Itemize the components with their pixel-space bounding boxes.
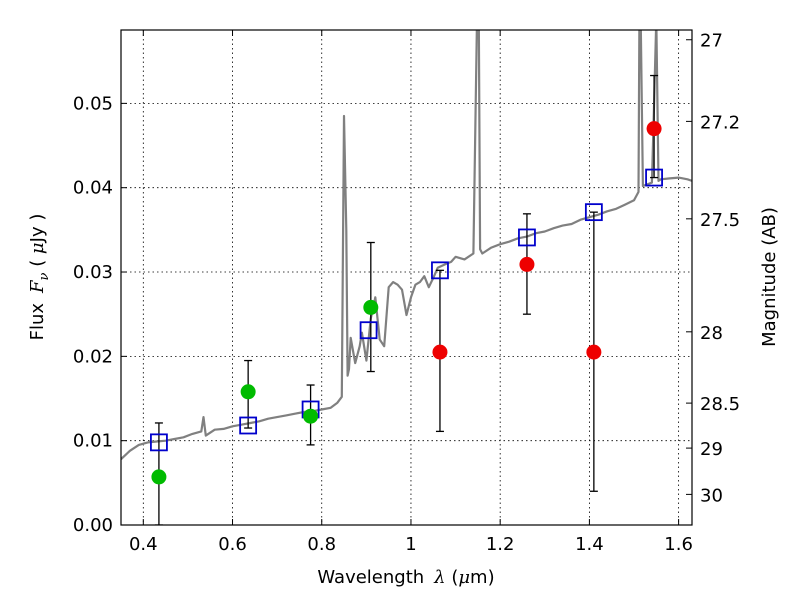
right-axis-title: Magnitude (AB)	[759, 207, 780, 347]
plot-frame	[120, 29, 693, 526]
y-axis-title: FluxFν ( μJy )	[27, 214, 52, 341]
right-tick-label: 30	[700, 485, 723, 506]
right-tick-label: 28	[700, 323, 723, 344]
x-tick-label: 0.6	[218, 534, 247, 555]
y-tick-label: 0.00	[73, 515, 113, 536]
model-photometry-box	[239, 416, 258, 435]
y-axis-ticks: 0.00 0.01 0.02 0.03 0.04 0.05	[73, 93, 127, 536]
red-point	[586, 344, 602, 360]
model-photometry-box	[359, 321, 378, 340]
x-tick-label: 1	[405, 534, 416, 555]
right-axis-ticks: 27 27.2 27.5 28 28.5 29 30	[686, 31, 740, 506]
model-photometry-box	[645, 168, 663, 187]
grid	[121, 30, 692, 526]
x-tick-label: 0.4	[129, 534, 158, 555]
y-tick-label: 0.02	[73, 346, 113, 367]
detection-point	[151, 469, 167, 485]
red-point	[432, 344, 448, 360]
model-photometry-box	[584, 203, 603, 222]
y-tick-label: 0.03	[73, 262, 113, 283]
model-photometry-box	[518, 228, 536, 247]
model-photometry-box	[431, 261, 449, 280]
y-tick-label: 0.04	[73, 178, 113, 199]
x-tick-label: 1.6	[664, 534, 693, 555]
x-tick-label: 1.4	[575, 534, 604, 555]
right-tick-label: 27.5	[700, 210, 740, 231]
right-tick-label: 29	[700, 439, 723, 460]
right-tick-label: 28.5	[700, 394, 740, 415]
red-point	[646, 121, 662, 137]
spectrum-layer	[121, 30, 692, 460]
x-axis-title: Wavelength λ (μm)	[317, 567, 494, 588]
model-box-layer	[150, 168, 663, 452]
y-tick-label: 0.01	[73, 431, 113, 452]
detection-point	[240, 384, 256, 400]
detection-point	[303, 408, 319, 424]
spectrum-line	[121, 30, 692, 460]
detection-point	[363, 299, 379, 315]
right-tick-label: 27	[700, 31, 723, 52]
right-tick-label: 27.2	[700, 112, 740, 133]
y-tick-label: 0.05	[73, 93, 113, 114]
point-layer	[151, 121, 662, 485]
red-point	[519, 256, 535, 272]
model-photometry-box	[150, 433, 168, 452]
x-tick-label: 1.2	[486, 534, 515, 555]
plot-background	[121, 30, 692, 525]
x-axis-ticks: 0.4 0.6 0.8 1 1.2 1.4 1.6	[129, 30, 693, 555]
x-tick-label: 0.8	[307, 534, 336, 555]
